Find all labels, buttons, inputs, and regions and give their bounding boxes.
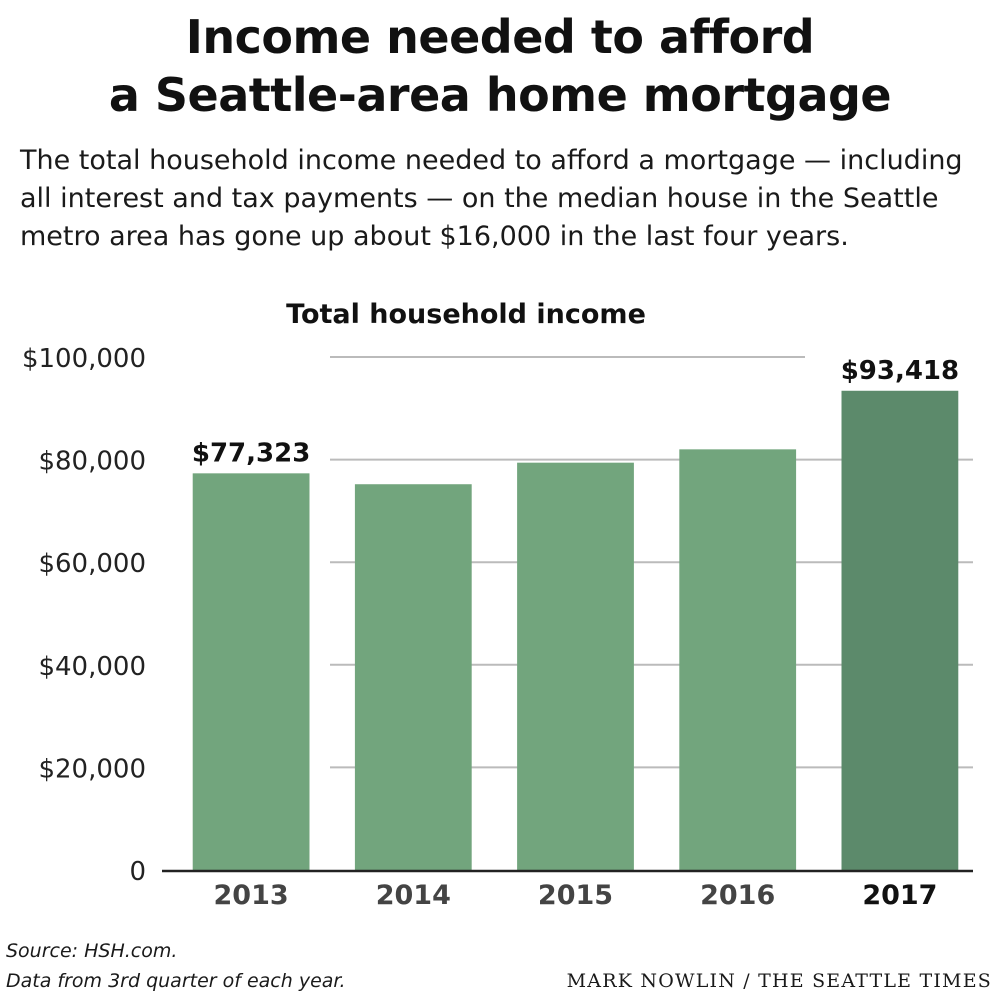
y-tick-label: $40,000 <box>38 652 146 682</box>
bar-2013 <box>192 473 310 870</box>
x-tick-label-2013: 2013 <box>214 880 289 911</box>
y-tick-label: $60,000 <box>38 549 146 579</box>
y-tick-label: $100,000 <box>22 344 146 374</box>
chart-subtitle: The total household income needed to aff… <box>20 145 963 252</box>
credit-line: MARK NOWLIN / THE SEATTLE TIMES <box>566 970 992 992</box>
chart-title-line-2: a Seattle-area home mortgage <box>108 68 892 122</box>
bar-2015 <box>517 462 634 870</box>
bar-2014 <box>354 484 472 870</box>
data-label-2013: $77,323 <box>192 438 310 468</box>
source-note: Source: HSH.com. Data from 3rd quarter o… <box>6 936 346 996</box>
data-labels: $77,323 $93,418 <box>192 356 959 469</box>
y-tick-label: $80,000 <box>38 447 146 477</box>
x-tick-label-2017: 2017 <box>862 880 937 911</box>
bar-2016 <box>679 449 797 870</box>
x-tick-label-2016: 2016 <box>700 880 775 911</box>
x-tick-label-2014: 2014 <box>376 880 451 911</box>
data-label-2017: $93,418 <box>841 356 959 386</box>
y-tick-label: 0 <box>129 857 146 887</box>
x-axis-tick-labels: 2013 2014 2015 2016 2017 <box>214 880 938 911</box>
chart-title: Income needed to afford a Seattle-area h… <box>0 8 1000 124</box>
chart-title-line-1: Income needed to afford <box>185 10 815 64</box>
chart-axis-title: Total household income <box>286 299 646 330</box>
y-tick-label: $20,000 <box>38 754 146 784</box>
bars <box>192 390 959 870</box>
x-tick-label-2015: 2015 <box>538 880 613 911</box>
source-line: Source: HSH.com. <box>6 940 178 962</box>
data-note-line: Data from 3rd quarter of each year. <box>6 970 346 992</box>
bar-2017 <box>841 390 959 870</box>
y-axis-tick-labels: 0 $20,000 $40,000 $60,000 $80,000 $100,000 <box>22 344 146 887</box>
